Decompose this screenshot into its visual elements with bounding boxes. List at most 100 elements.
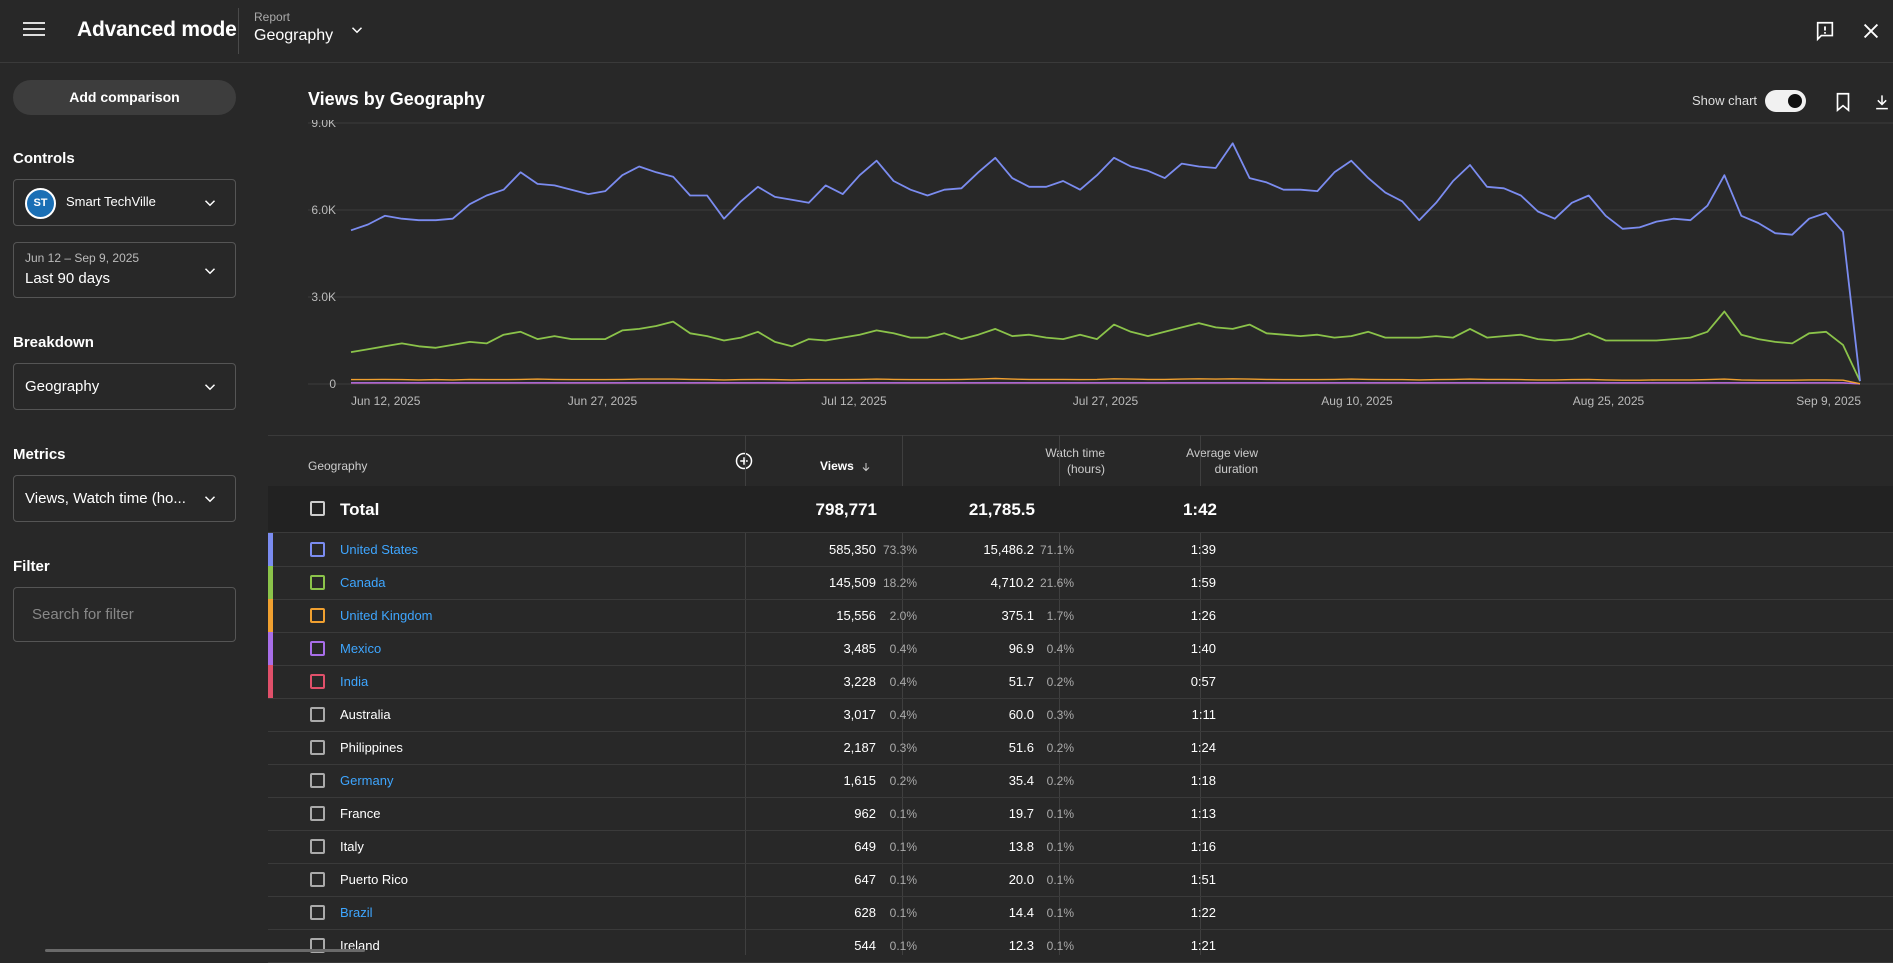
watch-time-percent: 0.1% xyxy=(1046,807,1074,821)
row-checkbox[interactable] xyxy=(310,608,325,623)
header-watch-time[interactable]: Watch time (hours) xyxy=(990,445,1105,477)
watch-time-percent: 0.3% xyxy=(1046,708,1074,722)
table-row: United Kingdom 15,556 2.0% 375.1 1.7% 1:26 xyxy=(268,599,1893,633)
breakdown-selector[interactable]: Geography xyxy=(13,363,236,410)
views-value: 1,615 xyxy=(843,773,876,788)
row-checkbox[interactable] xyxy=(310,905,325,920)
series-color-bar xyxy=(268,632,273,665)
row-checkbox[interactable] xyxy=(310,839,325,854)
watch-time-percent: 0.4% xyxy=(1046,642,1074,656)
table-row: Brazil 628 0.1% 14.4 0.1% 1:22 xyxy=(268,896,1893,930)
watch-time-percent: 0.1% xyxy=(1046,906,1074,920)
geography-name: Puerto Rico xyxy=(340,872,408,887)
channel-avatar: ST xyxy=(25,188,56,219)
horizontal-scrollbar[interactable] xyxy=(45,949,365,952)
show-chart-toggle[interactable] xyxy=(1765,90,1806,112)
watch-time-value: 13.8 xyxy=(1008,839,1034,854)
views-percent: 18.2% xyxy=(882,576,917,590)
geography-name[interactable]: United Kingdom xyxy=(340,608,433,623)
series-color-bar xyxy=(268,533,273,566)
watch-time-value: 4,710.2 xyxy=(990,575,1034,590)
views-percent: 0.4% xyxy=(889,708,917,722)
watch-time-percent: 1.7% xyxy=(1046,609,1074,623)
table-row: Philippines 2,187 0.3% 51.6 0.2% 1:24 xyxy=(268,731,1893,765)
channel-selector[interactable]: ST Smart TechVille xyxy=(13,179,236,226)
page-title: Advanced mode xyxy=(77,18,237,41)
views-percent: 0.1% xyxy=(889,807,917,821)
feedback-icon[interactable] xyxy=(1814,20,1836,42)
close-icon[interactable] xyxy=(1860,20,1882,42)
add-circle-icon[interactable] xyxy=(735,452,753,470)
geography-name[interactable]: United States xyxy=(340,542,419,557)
report-selector[interactable]: Report Geography xyxy=(254,10,374,52)
breakdown-value: Geography xyxy=(25,378,100,395)
geography-name[interactable]: Mexico xyxy=(340,641,382,656)
header-avd-line2: duration xyxy=(1214,462,1258,476)
row-checkbox[interactable] xyxy=(310,806,325,821)
row-checkbox[interactable] xyxy=(310,674,325,689)
geography-name[interactable]: Canada xyxy=(340,575,386,590)
row-checkbox[interactable] xyxy=(310,773,325,788)
filter-search-input[interactable] xyxy=(13,587,236,642)
x-tick-label: Jun 12, 2025 xyxy=(351,394,421,408)
download-icon[interactable] xyxy=(1872,91,1892,113)
table-row: France 962 0.1% 19.7 0.1% 1:13 xyxy=(268,797,1893,831)
row-checkbox[interactable] xyxy=(310,641,325,656)
date-range-selector[interactable]: Jun 12 – Sep 9, 2025 Last 90 days xyxy=(13,242,236,298)
avd-value: 1:59 xyxy=(1190,575,1216,590)
watch-time-value: 12.3 xyxy=(1008,938,1034,953)
add-comparison-button[interactable]: Add comparison xyxy=(13,80,236,115)
avd-value: 1:21 xyxy=(1190,938,1216,953)
row-checkbox[interactable] xyxy=(310,575,325,590)
header-geography[interactable]: Geography xyxy=(308,459,368,473)
table-row: Puerto Rico 647 0.1% 20.0 0.1% 1:51 xyxy=(268,863,1893,897)
main-panel: Views by Geography Show chart 0 3.0K 6.0K 9… xyxy=(268,63,1893,963)
watch-time-value: 14.4 xyxy=(1008,905,1034,920)
bookmark-icon[interactable] xyxy=(1832,90,1854,114)
views-percent: 0.4% xyxy=(889,642,917,656)
filter-label: Filter xyxy=(13,558,50,575)
avd-value: 1:13 xyxy=(1190,806,1216,821)
row-checkbox[interactable] xyxy=(310,938,325,953)
y-tick-label: 3.0K xyxy=(311,290,336,304)
table-row: Mexico 3,485 0.4% 96.9 0.4% 1:40 xyxy=(268,632,1893,666)
avd-value: 1:40 xyxy=(1190,641,1216,656)
chevron-down-icon xyxy=(204,200,216,207)
views-value: 3,228 xyxy=(843,674,876,689)
row-checkbox[interactable] xyxy=(310,542,325,557)
hamburger-menu-icon[interactable] xyxy=(20,18,48,42)
geography-name[interactable]: Germany xyxy=(340,773,394,788)
x-tick-label: Aug 10, 2025 xyxy=(1321,394,1393,408)
header-average-view-duration[interactable]: Average view duration xyxy=(1148,445,1258,477)
views-value: 3,485 xyxy=(843,641,876,656)
total-checkbox[interactable] xyxy=(310,501,325,516)
toggle-knob xyxy=(1786,92,1804,110)
row-checkbox[interactable] xyxy=(310,872,325,887)
geography-name: Philippines xyxy=(340,740,403,755)
geography-name[interactable]: India xyxy=(340,674,369,689)
chevron-down-icon xyxy=(204,268,216,275)
metrics-selector[interactable]: Views, Watch time (ho... xyxy=(13,475,236,522)
report-caption: Report xyxy=(254,10,291,24)
watch-time-value: 15,486.2 xyxy=(983,542,1034,557)
channel-name: Smart TechVille xyxy=(66,194,156,209)
header-views[interactable]: Views xyxy=(820,459,854,473)
breakdown-label: Breakdown xyxy=(13,334,94,351)
views-value: 628 xyxy=(854,905,876,920)
column-divider xyxy=(1059,435,1060,955)
watch-time-value: 35.4 xyxy=(1008,773,1034,788)
controls-label: Controls xyxy=(13,150,75,167)
geography-name[interactable]: Brazil xyxy=(340,905,373,920)
row-checkbox[interactable] xyxy=(310,740,325,755)
row-checkbox[interactable] xyxy=(310,707,325,722)
watch-time-value: 51.7 xyxy=(1008,674,1034,689)
views-value: 544 xyxy=(854,938,876,953)
total-label: Total xyxy=(340,500,380,519)
views-percent: 0.3% xyxy=(889,741,917,755)
series-line xyxy=(351,382,1861,385)
header-avd-line1: Average view xyxy=(1186,446,1258,460)
watch-time-percent: 0.2% xyxy=(1046,774,1074,788)
avd-value: 1:26 xyxy=(1190,608,1216,623)
watch-time-percent: 0.1% xyxy=(1046,873,1074,887)
series-line xyxy=(350,310,1861,382)
